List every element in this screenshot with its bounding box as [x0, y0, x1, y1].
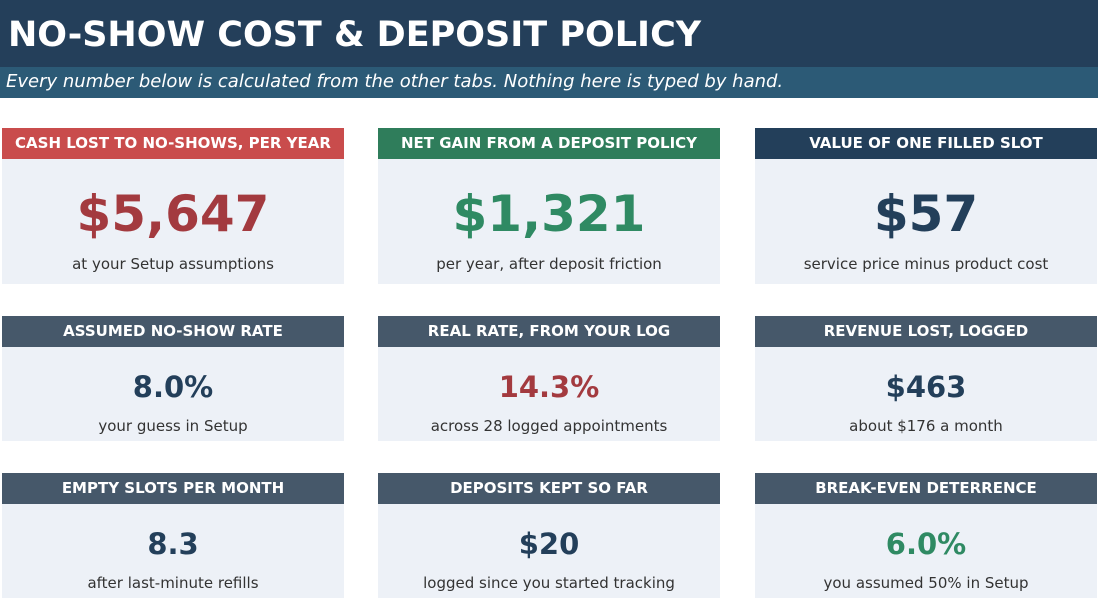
card-caption: you assumed 50% in Setup	[823, 574, 1029, 592]
card-caption: your guess in Setup	[98, 417, 248, 435]
card-value: 8.0%	[132, 370, 214, 404]
card-slot-value: VALUE OF ONE FILLED SLOT $57 service pri…	[755, 128, 1097, 284]
card-value: $57	[873, 185, 979, 243]
card-title: REAL RATE, FROM YOUR LOG	[378, 316, 720, 347]
card-caption: at your Setup assumptions	[72, 255, 274, 273]
card-value: 6.0%	[885, 527, 967, 561]
card-value: 8.3	[147, 527, 199, 561]
card-caption: logged since you started tracking	[423, 574, 675, 592]
card-title: DEPOSITS KEPT SO FAR	[378, 473, 720, 504]
subtitle-bar: Every number below is calculated from th…	[0, 67, 1098, 98]
card-break-even: BREAK-EVEN DETERRENCE 6.0% you assumed 5…	[755, 473, 1097, 598]
card-caption: after last-minute refills	[87, 574, 259, 592]
header-banner: NO-SHOW COST & DEPOSIT POLICY Every numb…	[0, 0, 1098, 98]
card-assumed-rate: ASSUMED NO-SHOW RATE 8.0% your guess in …	[2, 316, 344, 441]
card-title: ASSUMED NO-SHOW RATE	[2, 316, 344, 347]
card-title: VALUE OF ONE FILLED SLOT	[755, 128, 1097, 159]
card-value: 14.3%	[498, 370, 600, 404]
card-title: CASH LOST TO NO-SHOWS, PER YEAR	[2, 128, 344, 159]
card-value: $1,321	[452, 185, 646, 243]
card-title: BREAK-EVEN DETERRENCE	[755, 473, 1097, 504]
card-caption: service price minus product cost	[803, 255, 1049, 273]
card-title: REVENUE LOST, LOGGED	[755, 316, 1097, 347]
card-caption: per year, after deposit friction	[436, 255, 662, 273]
card-caption: across 28 logged appointments	[430, 417, 668, 435]
card-cash-lost: CASH LOST TO NO-SHOWS, PER YEAR $5,647 a…	[2, 128, 344, 284]
card-value: $5,647	[76, 185, 270, 243]
page-subtitle: Every number below is calculated from th…	[6, 71, 784, 92]
card-value: $20	[518, 527, 580, 561]
card-net-gain: NET GAIN FROM A DEPOSIT POLICY $1,321 pe…	[378, 128, 720, 284]
page-title: NO-SHOW COST & DEPOSIT POLICY	[8, 15, 702, 55]
card-title: NET GAIN FROM A DEPOSIT POLICY	[378, 128, 720, 159]
card-caption: about $176 a month	[849, 417, 1003, 435]
card-revenue-lost: REVENUE LOST, LOGGED $463 about $176 a m…	[755, 316, 1097, 441]
card-title: EMPTY SLOTS PER MONTH	[2, 473, 344, 504]
card-value: $463	[885, 370, 967, 404]
card-real-rate: REAL RATE, FROM YOUR LOG 14.3% across 28…	[378, 316, 720, 441]
card-empty-slots: EMPTY SLOTS PER MONTH 8.3 after last-min…	[2, 473, 344, 598]
card-deposits-kept: DEPOSITS KEPT SO FAR $20 logged since yo…	[378, 473, 720, 598]
